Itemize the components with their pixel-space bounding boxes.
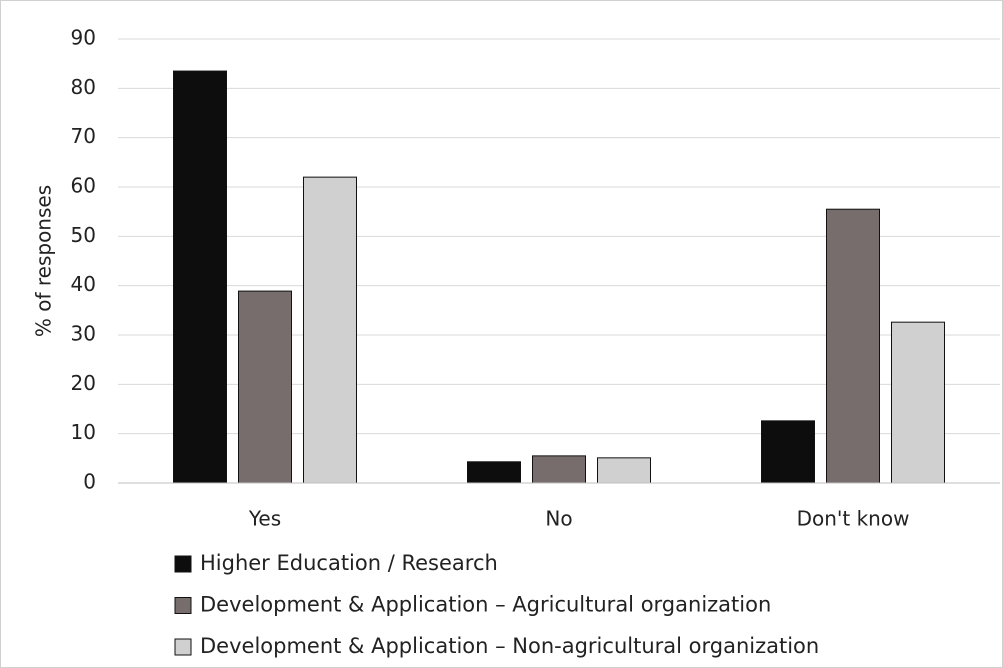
bar bbox=[532, 455, 586, 484]
y-tick-label: 30 bbox=[71, 322, 96, 346]
legend-label: Development & Application – Non-agricult… bbox=[200, 634, 819, 658]
y-tick-label: 20 bbox=[71, 371, 96, 395]
x-tick-label: Yes bbox=[248, 507, 281, 531]
y-tick-label: 0 bbox=[83, 470, 96, 494]
legend-label: Development & Application – Agricultural… bbox=[200, 593, 771, 617]
bar bbox=[467, 461, 521, 484]
bar bbox=[891, 321, 945, 484]
y-tick-label: 50 bbox=[71, 223, 96, 247]
bar bbox=[238, 290, 292, 484]
y-tick-label: 70 bbox=[71, 124, 96, 148]
y-tick-label: 80 bbox=[71, 75, 96, 99]
bar bbox=[173, 70, 227, 484]
y-tick-label: 60 bbox=[71, 174, 96, 198]
x-tick-label: Don't know bbox=[797, 507, 910, 531]
bar bbox=[826, 208, 880, 484]
x-tick-label: No bbox=[545, 507, 572, 531]
bar bbox=[761, 420, 815, 484]
y-tick-label: 40 bbox=[71, 272, 96, 296]
y-tick-label: 10 bbox=[71, 420, 96, 444]
bar bbox=[303, 176, 357, 484]
bar bbox=[597, 457, 651, 484]
legend-swatch bbox=[174, 555, 192, 573]
y-axis-title: % of responses bbox=[32, 185, 56, 337]
legend-swatch bbox=[174, 597, 192, 614]
y-tick-label: 90 bbox=[71, 26, 96, 50]
legend-swatch bbox=[174, 638, 192, 656]
legend-label: Higher Education / Research bbox=[200, 551, 498, 575]
